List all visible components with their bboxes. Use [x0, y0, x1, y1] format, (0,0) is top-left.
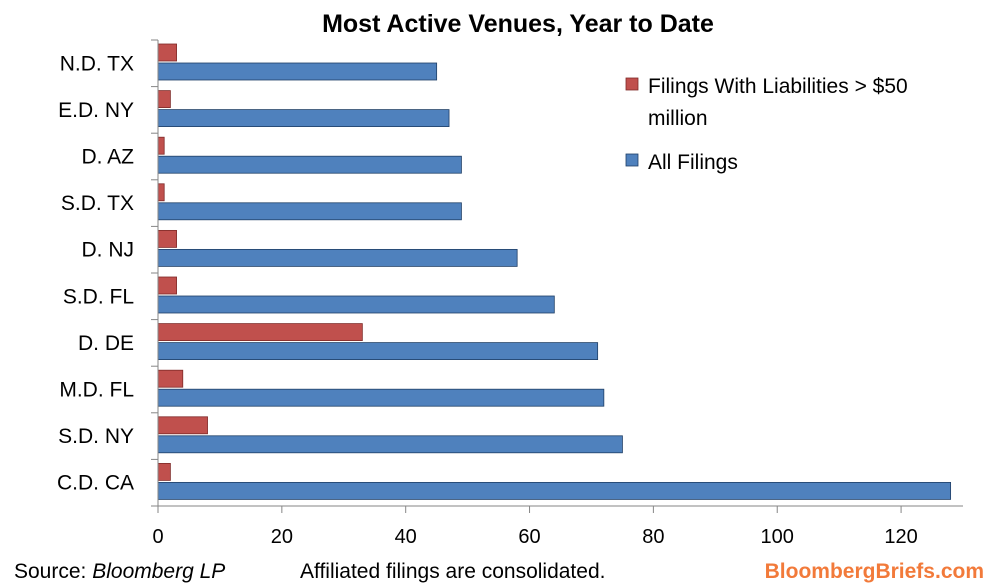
x-axis-ticks: 0 20 40 60 80 100 120	[152, 506, 918, 548]
legend-label-all-filings: All Filings	[648, 151, 738, 174]
bar-liabilities-n-d-tx	[157, 43, 177, 62]
category-label-s-d-ny: S.D. NY	[58, 425, 134, 448]
bar-all-filings-e-d-ny	[157, 109, 450, 127]
bar-liabilities-d-nj	[157, 229, 177, 248]
legend-label-liabilities-line1: Filings With Liabilities > $50	[648, 75, 908, 98]
category-label-d-nj: D. NJ	[82, 239, 135, 262]
bar-liabilities-s-d-tx	[157, 183, 165, 202]
x-tick-label-20: 20	[271, 526, 293, 548]
bar-liabilities-c-d-ca	[157, 462, 171, 481]
source-name: Bloomberg LP	[92, 560, 225, 583]
bar-liabilities-d-de	[157, 323, 363, 342]
source-prefix: Source:	[14, 560, 92, 583]
bar-all-filings-n-d-tx	[157, 62, 438, 81]
bar-liabilities-e-d-ny	[157, 90, 171, 108]
x-tick-label-0: 0	[152, 526, 163, 548]
category-label-s-d-fl: S.D. FL	[63, 285, 134, 308]
affiliated-note: Affiliated filings are consolidated.	[300, 560, 605, 583]
brand-logo: BloombergBriefs.com	[765, 560, 984, 583]
legend-swatch-liabilities	[625, 77, 639, 91]
legend-swatch-all-filings	[625, 153, 639, 167]
bar-all-filings-d-de	[157, 342, 599, 361]
category-label-n-d-tx: N.D. TX	[60, 52, 134, 75]
bar-liabilities-s-d-fl	[157, 276, 177, 295]
category-label-c-d-ca: C.D. CA	[57, 472, 134, 495]
category-label-d-de: D. DE	[78, 332, 134, 355]
x-tick-label-40: 40	[395, 526, 417, 548]
bar-all-filings-s-d-ny	[157, 435, 623, 454]
x-tick-label-120: 120	[884, 526, 917, 548]
bar-all-filings-c-d-ca	[157, 481, 952, 500]
category-labels: N.D. TX E.D. NY D. AZ S.D. TX D. NJ S.D. FL D.…	[57, 52, 134, 494]
source-note: Source: Bloomberg LP	[14, 560, 225, 583]
category-label-s-d-tx: S.D. TX	[61, 192, 134, 215]
legend: Filings With Liabilities > $50 million A…	[625, 75, 908, 174]
bar-liabilities-m-d-fl	[157, 369, 184, 388]
bars-group	[157, 43, 952, 500]
legend-label-liabilities-line2: million	[648, 107, 708, 130]
category-label-d-az: D. AZ	[81, 146, 134, 169]
bar-all-filings-d-az	[157, 155, 462, 174]
bar-all-filings-d-nj	[157, 248, 518, 267]
x-tick-label-100: 100	[761, 526, 794, 548]
x-tick-label-60: 60	[518, 526, 540, 548]
axes	[151, 39, 963, 507]
category-label-m-d-fl: M.D. FL	[59, 379, 134, 402]
category-label-e-d-ny: E.D. NY	[58, 99, 134, 122]
bar-liabilities-d-az	[157, 136, 165, 155]
bar-liabilities-s-d-ny	[157, 416, 208, 435]
bar-all-filings-s-d-tx	[157, 202, 462, 221]
bar-all-filings-s-d-fl	[157, 295, 555, 314]
chart-title: Most Active Venues, Year to Date	[322, 10, 714, 38]
bar-all-filings-m-d-fl	[157, 388, 605, 407]
x-tick-label-80: 80	[642, 526, 664, 548]
